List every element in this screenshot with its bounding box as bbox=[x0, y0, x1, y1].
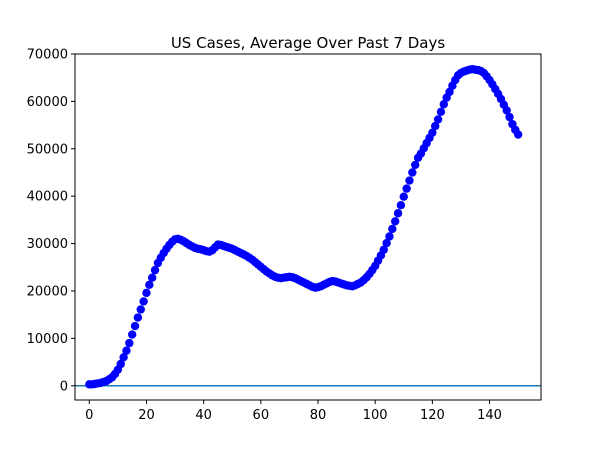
data-point bbox=[393, 209, 403, 218]
x-tick-label: 40 bbox=[195, 408, 212, 423]
data-point bbox=[379, 245, 388, 254]
data-point bbox=[150, 265, 160, 275]
data-point bbox=[411, 160, 420, 170]
data-point bbox=[399, 192, 408, 201]
y-axis-ticks: 0 10000 20000 30000 40000 50000 60000 70000 bbox=[27, 48, 75, 394]
data-point bbox=[125, 338, 134, 348]
data-point bbox=[130, 321, 140, 331]
x-tick-label: 80 bbox=[310, 408, 327, 423]
data-point bbox=[127, 330, 137, 339]
plot-frame bbox=[74, 53, 542, 401]
data-point bbox=[513, 130, 523, 139]
data-point bbox=[136, 305, 145, 314]
data-points bbox=[85, 64, 523, 389]
chart-title: US Cases, Average Over Past 7 Days bbox=[171, 34, 445, 52]
y-tick-label: 50000 bbox=[27, 142, 68, 157]
data-point bbox=[405, 176, 414, 185]
x-tick-label: 100 bbox=[363, 408, 388, 423]
x-tick-label: 140 bbox=[477, 408, 502, 423]
data-point bbox=[116, 359, 125, 369]
x-axis-ticks: 0 20 40 60 80 100 120 140 bbox=[85, 400, 502, 423]
data-point bbox=[133, 313, 143, 322]
data-point bbox=[433, 115, 443, 124]
data-point bbox=[142, 288, 151, 298]
x-tick-label: 60 bbox=[253, 408, 270, 423]
data-point bbox=[382, 238, 391, 248]
data-point bbox=[505, 112, 514, 122]
data-point bbox=[436, 107, 446, 117]
y-tick-label: 30000 bbox=[27, 237, 68, 252]
data-point bbox=[428, 128, 437, 137]
data-point bbox=[145, 280, 154, 290]
data-point bbox=[385, 232, 394, 241]
y-tick-label: 40000 bbox=[27, 190, 68, 205]
x-tick-label: 0 bbox=[85, 408, 93, 423]
data-point bbox=[388, 224, 397, 234]
data-point bbox=[396, 200, 406, 210]
y-tick-label: 10000 bbox=[27, 332, 68, 347]
data-point bbox=[122, 346, 131, 355]
x-tick-label: 20 bbox=[138, 408, 155, 423]
data-point bbox=[439, 100, 448, 109]
data-point bbox=[431, 121, 440, 131]
data-point bbox=[408, 168, 417, 177]
data-point bbox=[402, 184, 411, 193]
data-point bbox=[502, 106, 511, 115]
data-point bbox=[119, 353, 128, 362]
y-tick-label: 0 bbox=[60, 379, 68, 394]
y-tick-label: 70000 bbox=[27, 48, 68, 63]
x-tick-label: 120 bbox=[420, 408, 445, 423]
y-tick-label: 20000 bbox=[27, 284, 68, 299]
y-tick-label: 60000 bbox=[27, 95, 68, 110]
data-point bbox=[147, 273, 157, 282]
data-point bbox=[139, 297, 148, 306]
data-point bbox=[390, 217, 400, 226]
